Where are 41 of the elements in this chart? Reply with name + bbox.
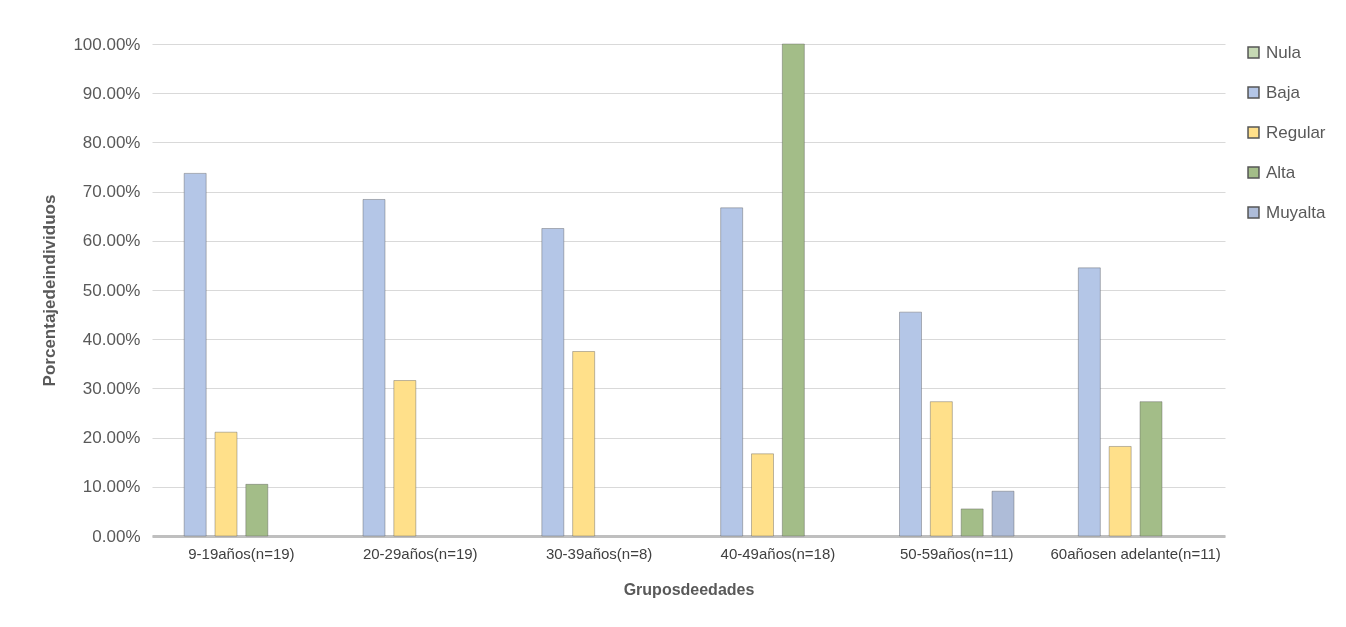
bar xyxy=(1139,401,1163,537)
x-tick-label: 9-19años(n=19) xyxy=(188,544,295,562)
y-axis-title: Porcentajedeindividuos xyxy=(40,194,60,387)
bar xyxy=(751,453,774,537)
bar xyxy=(1108,446,1132,537)
bar xyxy=(991,491,1015,537)
x-tick-label: 50-59años(n=11) xyxy=(899,544,1014,562)
y-tick-label: 40.00% xyxy=(82,329,141,349)
y-tick-label: 50.00% xyxy=(82,280,141,300)
x-axis-title: Gruposdeedades xyxy=(623,580,755,598)
legend-label: Nula xyxy=(1266,42,1302,62)
y-tick-label: 10.00% xyxy=(82,477,141,497)
legend-label: Baja xyxy=(1266,82,1301,102)
bar xyxy=(1078,267,1101,537)
legend-label: Muyalta xyxy=(1266,202,1327,222)
y-tick-label: 30.00% xyxy=(82,378,141,398)
y-tick-label: 70.00% xyxy=(82,182,141,202)
x-tick-label: 60añosen adelante(n=11) xyxy=(1050,544,1221,562)
x-tick-label: 20-29años(n=19) xyxy=(362,544,478,562)
y-tick-label: 20.00% xyxy=(82,428,141,448)
y-tick-label: 60.00% xyxy=(82,231,141,251)
bar xyxy=(214,431,238,537)
y-tick-label: 0.00% xyxy=(92,526,141,546)
bar xyxy=(572,351,595,537)
y-tick-label: 90.00% xyxy=(82,83,141,103)
bar xyxy=(899,311,922,537)
bar xyxy=(393,380,417,537)
bar xyxy=(541,228,565,537)
bar xyxy=(930,401,953,537)
bar xyxy=(960,508,984,537)
y-tick-label: 80.00% xyxy=(82,132,141,152)
legend-label: Regular xyxy=(1266,122,1326,142)
legend-label: Alta xyxy=(1266,162,1296,182)
bar xyxy=(245,484,269,537)
y-tick-label: 100.00% xyxy=(73,34,141,54)
bar xyxy=(720,207,743,537)
bar xyxy=(183,173,207,537)
bar xyxy=(362,199,386,537)
x-tick-label: 30-39años(n=8) xyxy=(545,544,653,562)
x-tick-label: 40-49años(n=18) xyxy=(720,544,836,562)
bar xyxy=(782,43,805,537)
